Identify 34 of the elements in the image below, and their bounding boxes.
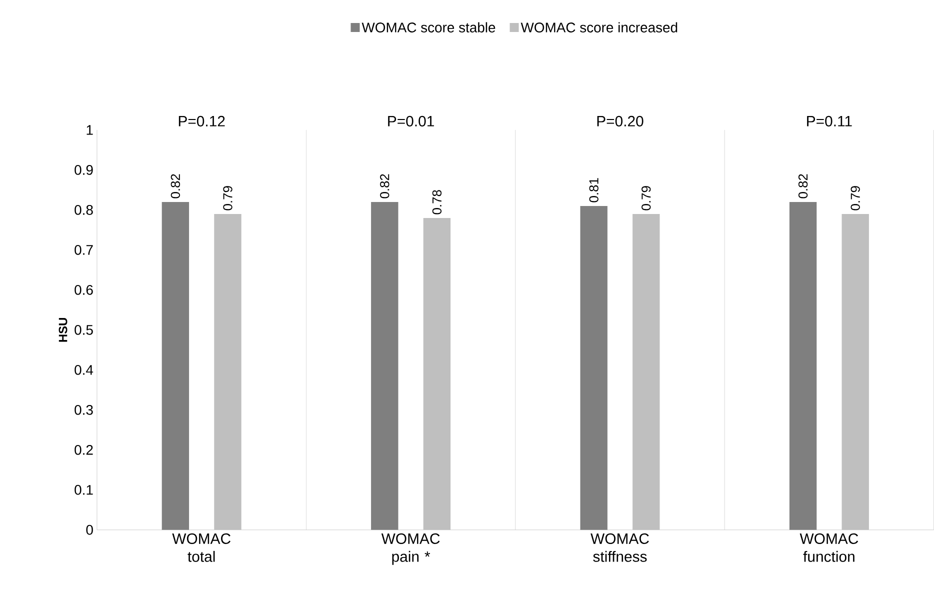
y-tick-label: 0.3 xyxy=(74,405,93,415)
bar xyxy=(580,206,608,530)
bar xyxy=(371,202,398,530)
x-tick-label: WOMAC total xyxy=(172,533,230,562)
x-tick-label: WOMAC pain * xyxy=(381,533,440,565)
y-tick-label: 0.6 xyxy=(74,285,93,295)
y-tick-label: 0.5 xyxy=(74,325,93,335)
y-tick-label: 0.7 xyxy=(74,245,93,255)
data-label: 0.79 xyxy=(223,186,232,210)
x-tick-label: WOMAC function xyxy=(800,533,858,562)
bar xyxy=(789,202,817,530)
text: P=0.11 xyxy=(807,116,852,126)
data-label: 0.79 xyxy=(642,186,651,210)
legend-label: WOMAC score stable xyxy=(362,22,496,33)
y-tick-label: 0 xyxy=(86,524,93,535)
y-tick-label: 0.1 xyxy=(74,484,93,495)
data-label: 0.81 xyxy=(589,178,598,202)
data-label: 0.79 xyxy=(850,186,860,210)
data-label: 0.82 xyxy=(170,174,180,198)
data-label: 0.78 xyxy=(432,190,442,214)
text: P=0.20 xyxy=(597,116,644,126)
y-tick-label: 0.2 xyxy=(74,445,93,455)
data-label: 0.82 xyxy=(798,174,808,198)
x-tick-label: WOMAC stiffness xyxy=(590,533,649,562)
text: P=0.12 xyxy=(178,116,225,126)
text: P=0.01 xyxy=(388,116,434,126)
y-tick-label: 0.9 xyxy=(74,165,93,175)
legend-label: WOMAC score increased xyxy=(520,22,678,33)
y-tick-label: 1 xyxy=(86,125,93,135)
data-label: 0.82 xyxy=(380,174,390,198)
bar xyxy=(162,202,190,530)
y-tick-label: 0.8 xyxy=(74,205,93,215)
y-tick-label: 0.4 xyxy=(74,365,94,375)
y-axis-title: HSU xyxy=(58,318,68,342)
